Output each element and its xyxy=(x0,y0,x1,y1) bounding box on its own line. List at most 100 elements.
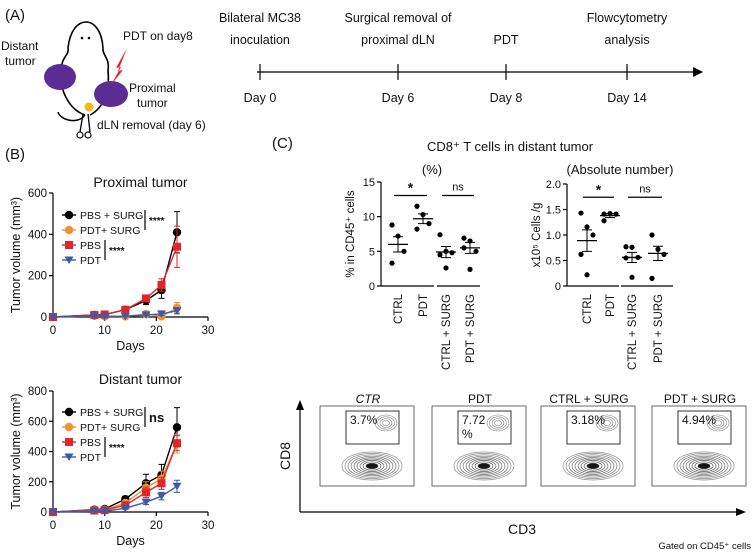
y-tick-label: 600 xyxy=(28,416,47,428)
contour xyxy=(353,457,391,475)
data-point xyxy=(426,221,432,227)
data-point xyxy=(172,307,182,315)
data-point xyxy=(623,244,629,250)
y-tick-label: 0.5 xyxy=(546,256,561,268)
contour xyxy=(682,455,726,477)
gate-box xyxy=(566,410,621,445)
sem-bar xyxy=(582,229,592,252)
flow-plot: CTRL + SURG 3.18% xyxy=(540,392,636,487)
series-pdt xyxy=(48,307,182,321)
data-point xyxy=(401,248,407,254)
significance-label: ns xyxy=(639,183,651,195)
contour xyxy=(603,420,611,426)
timeline-event-label: Surgical removal of xyxy=(345,11,453,25)
data-point xyxy=(142,488,150,497)
timeline-event-label: proximal dLN xyxy=(361,33,435,47)
x-tick-label: 0 xyxy=(50,520,56,532)
y-tick-label: 1.0 xyxy=(546,230,561,242)
data-point xyxy=(414,226,420,232)
contour xyxy=(377,416,395,430)
chart-title: (Absolute number) xyxy=(567,162,674,177)
contour xyxy=(456,453,512,479)
y-tick-label: 0 xyxy=(369,281,375,293)
data-point xyxy=(649,232,655,238)
data-point xyxy=(437,232,443,238)
timeline-event-label: Flowcytometry xyxy=(587,11,668,25)
flow-plot-title: CTRL + SURG xyxy=(549,392,628,406)
y-tick-label: 400 xyxy=(28,447,47,459)
timeline-event-label: PDT xyxy=(494,33,519,47)
contour xyxy=(486,414,510,432)
flow-y-label: CD8 xyxy=(277,442,293,470)
legend-marker xyxy=(65,438,73,446)
legend-marker xyxy=(64,210,74,220)
contour xyxy=(694,461,714,471)
contour xyxy=(471,460,497,472)
data-point xyxy=(141,311,151,319)
data-point xyxy=(172,423,182,432)
contour xyxy=(688,458,720,474)
data-point xyxy=(467,266,473,272)
contour xyxy=(586,462,600,470)
contour xyxy=(673,451,735,481)
data-point xyxy=(120,312,130,321)
flow-plot-title: CTR xyxy=(356,392,381,406)
category-label: PDT xyxy=(418,294,430,317)
x-tick-label: 30 xyxy=(202,325,215,337)
series-pbs xyxy=(49,225,181,321)
contour xyxy=(691,460,717,472)
legend-marker xyxy=(65,241,73,249)
timeline-day-label: Day 8 xyxy=(490,91,523,105)
sem-bar xyxy=(627,251,637,264)
category-label: CTRL xyxy=(393,293,405,324)
significance-label: **** xyxy=(109,246,125,257)
flow-x-label: CD3 xyxy=(508,521,536,537)
legend-marker xyxy=(64,407,74,417)
data-point xyxy=(172,482,182,491)
contour xyxy=(571,455,615,477)
data-point xyxy=(121,305,130,314)
lymph-node-icon xyxy=(84,102,94,112)
gate-box xyxy=(457,410,512,445)
data-point xyxy=(461,235,467,241)
legend-label: PDT xyxy=(80,255,102,267)
timeline-event-label: Bilateral MC38 xyxy=(219,11,301,25)
chart-title: Proximal tumor xyxy=(93,174,187,190)
contour xyxy=(459,454,509,478)
significance-label: **** xyxy=(149,216,165,227)
y-axis-label: % in CD45⁺ cells xyxy=(345,190,357,277)
contour xyxy=(365,462,379,470)
contour xyxy=(600,418,614,428)
contour xyxy=(598,416,616,430)
data-point xyxy=(157,310,166,318)
contour xyxy=(341,451,403,481)
flow-plot: PDT 7.72% xyxy=(431,392,527,487)
contour xyxy=(565,453,621,479)
legend-label: PBS xyxy=(80,437,101,449)
data-point xyxy=(443,265,449,271)
line-chart-proximal: Proximal tumor 0 200 400 600 0 10 20 30 Days Tumor… xyxy=(9,174,214,353)
contour xyxy=(583,461,603,471)
data-point xyxy=(157,492,166,501)
x-tick-label: 20 xyxy=(150,325,163,337)
data-point xyxy=(89,312,99,320)
y-tick-label: 800 xyxy=(28,386,47,398)
gate-percentage: 3.7% xyxy=(350,413,378,427)
contour xyxy=(709,416,727,430)
gate-box xyxy=(345,410,400,445)
data-point xyxy=(100,507,110,516)
contour xyxy=(453,451,515,481)
data-point xyxy=(389,222,395,228)
y-axis-label: Tumor volume (mm³) xyxy=(9,197,23,313)
data-point xyxy=(584,272,590,278)
y-tick-label: 400 xyxy=(28,229,47,241)
gate-percentage: % xyxy=(462,427,473,441)
category-label: CTRL + SURG xyxy=(627,294,639,370)
y-tick-label: 10 xyxy=(363,212,375,224)
timeline xyxy=(257,67,703,77)
legend-label: PDT+ SURG xyxy=(80,225,140,237)
y-tick-label: 0 xyxy=(555,281,561,293)
gate-box xyxy=(677,410,732,445)
legend-label: PBS + SURG xyxy=(80,407,143,419)
